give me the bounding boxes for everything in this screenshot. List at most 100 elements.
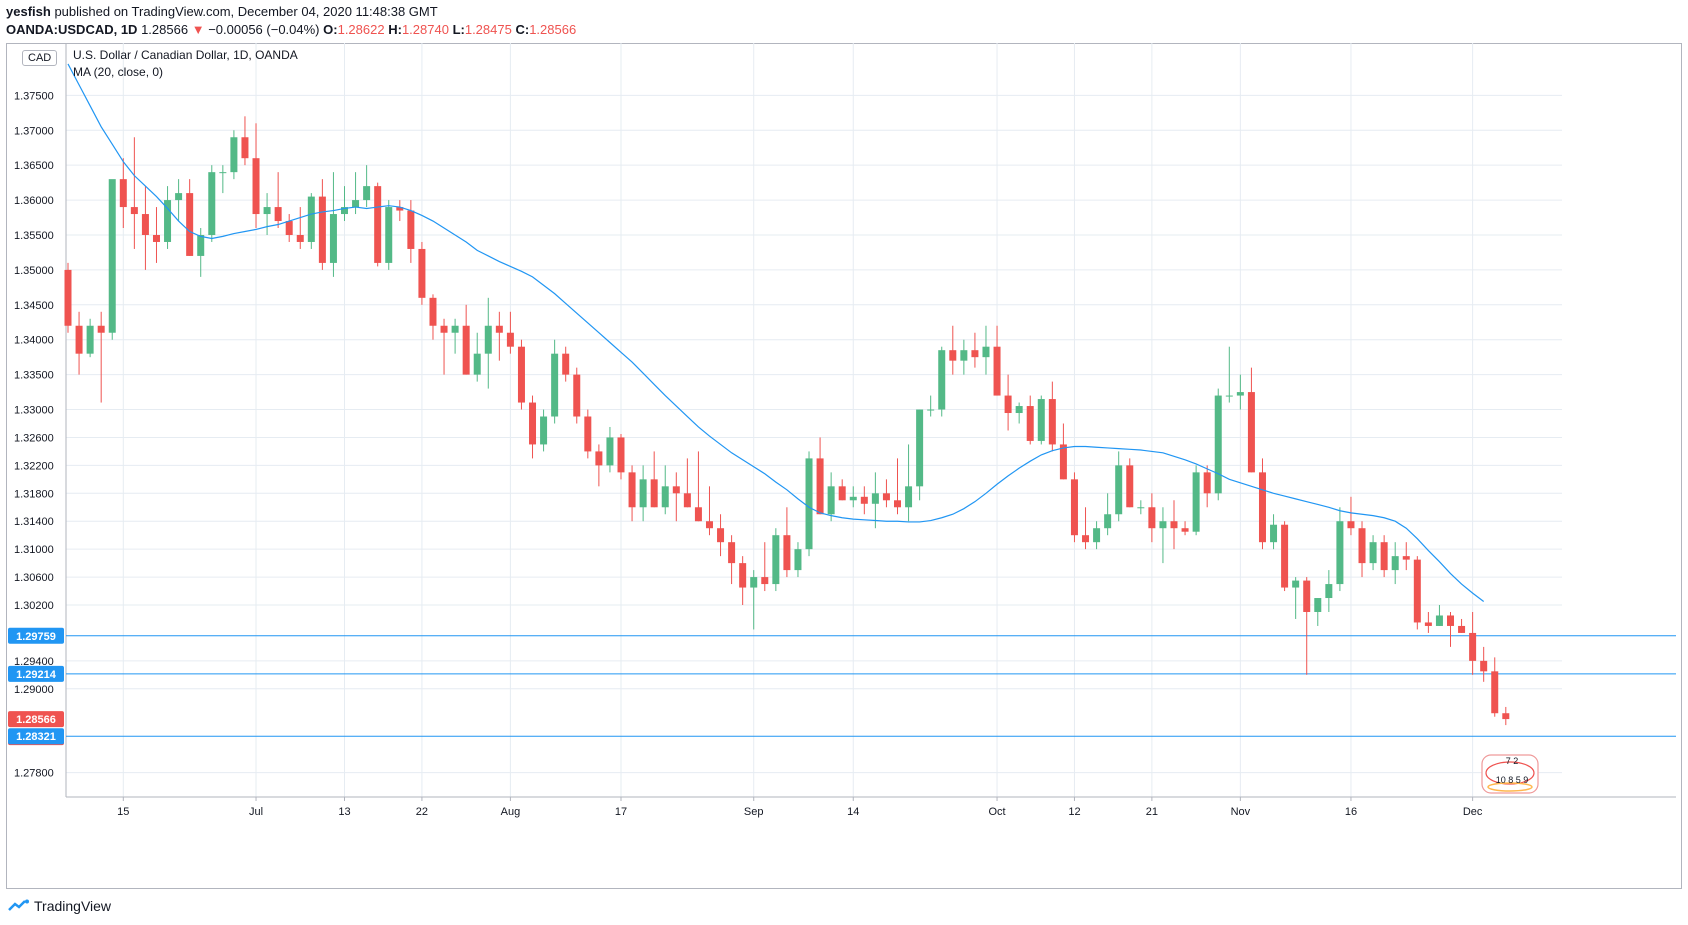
candle-body[interactable] — [97, 325, 105, 333]
candle-body[interactable] — [728, 542, 736, 564]
candle-body[interactable] — [783, 535, 791, 571]
candle-body[interactable] — [816, 458, 824, 515]
candle-body[interactable] — [495, 325, 503, 333]
candle-body[interactable] — [573, 374, 581, 417]
candle-body[interactable] — [329, 214, 337, 263]
candle-body[interactable] — [1369, 542, 1377, 564]
candle-body[interactable] — [1435, 615, 1443, 626]
candle-body[interactable] — [761, 577, 769, 585]
price-chart[interactable]: 1.27800 1.29000 1.29400 1.30200 1.30600 1.310… — [6, 43, 1682, 889]
ma-legend[interactable]: MA (20, close, 0) — [73, 65, 164, 79]
candle-body[interactable] — [1247, 392, 1255, 473]
candle-body[interactable] — [64, 269, 72, 326]
candle-body[interactable] — [75, 325, 83, 354]
candle-body[interactable] — [241, 137, 249, 159]
candle-body[interactable] — [385, 207, 393, 263]
candle-body[interactable] — [639, 479, 647, 508]
candle-body[interactable] — [529, 402, 537, 445]
candle-body[interactable] — [717, 528, 725, 543]
candle-body[interactable] — [473, 353, 481, 375]
candle-body[interactable] — [1192, 472, 1200, 532]
candle-body[interactable] — [119, 179, 127, 208]
candle-body[interactable] — [805, 458, 813, 550]
candle-body[interactable] — [1292, 580, 1300, 588]
candle-body[interactable] — [628, 472, 636, 508]
candle-body[interactable] — [1093, 528, 1101, 543]
candle-body[interactable] — [1059, 444, 1067, 480]
candle-body[interactable] — [141, 214, 149, 235]
candle-body[interactable] — [1336, 521, 1344, 585]
footer-brand[interactable]: TradingView — [8, 898, 111, 914]
candle-body[interactable] — [606, 437, 614, 466]
candle-body[interactable] — [949, 350, 957, 361]
candle-body[interactable] — [130, 207, 138, 215]
candle-body[interactable] — [1070, 479, 1078, 536]
candle-body[interactable] — [407, 210, 415, 249]
candle-body[interactable] — [517, 346, 525, 403]
candle-body[interactable] — [1214, 395, 1222, 494]
candle-body[interactable] — [694, 507, 702, 522]
candle-body[interactable] — [418, 248, 426, 298]
candle-body[interactable] — [905, 486, 913, 508]
candle-body[interactable] — [484, 325, 492, 354]
candle-body[interactable] — [451, 325, 459, 333]
candle-body[interactable] — [595, 451, 603, 466]
candle-body[interactable] — [230, 137, 238, 173]
candle-body[interactable] — [1037, 399, 1045, 441]
candle-body[interactable] — [838, 486, 846, 501]
candle-body[interactable] — [1424, 622, 1432, 626]
candle-body[interactable] — [108, 179, 116, 333]
candle-body[interactable] — [429, 297, 437, 326]
candle-body[interactable] — [1148, 507, 1156, 529]
candle-body[interactable] — [1170, 521, 1178, 529]
candle-body[interactable] — [1502, 713, 1510, 720]
candle-body[interactable] — [849, 496, 857, 501]
candle-body[interactable] — [938, 350, 946, 410]
candle-body[interactable] — [1126, 465, 1134, 508]
candle-body[interactable] — [1458, 625, 1466, 633]
candle-body[interactable] — [1480, 660, 1488, 672]
candle-body[interactable] — [1491, 671, 1499, 714]
candle-body[interactable] — [1281, 524, 1289, 588]
candle-body[interactable] — [683, 493, 691, 508]
candle-body[interactable] — [705, 521, 713, 529]
candle-body[interactable] — [1358, 528, 1366, 564]
candle-body[interactable] — [971, 350, 979, 358]
candle-body[interactable] — [352, 200, 360, 208]
candle-body[interactable] — [197, 234, 205, 256]
currency-badge[interactable]: CAD — [22, 50, 58, 66]
candle-body[interactable] — [252, 158, 260, 215]
candle-body[interactable] — [506, 332, 514, 347]
candle-body[interactable] — [462, 325, 470, 375]
candle-body[interactable] — [152, 234, 160, 242]
candle-body[interactable] — [1314, 598, 1322, 612]
candle-body[interactable] — [672, 486, 680, 494]
candle-body[interactable] — [1026, 406, 1034, 441]
candle-body[interactable] — [1115, 465, 1123, 515]
candle-body[interactable] — [307, 196, 315, 242]
candle-body[interactable] — [164, 200, 172, 242]
candle-body[interactable] — [739, 563, 747, 588]
candle-body[interactable] — [374, 186, 382, 263]
candle-body[interactable] — [916, 409, 924, 487]
candle-body[interactable] — [1181, 528, 1189, 532]
candle-body[interactable] — [318, 196, 326, 263]
candle-body[interactable] — [1203, 472, 1211, 494]
candle-body[interactable] — [750, 577, 758, 588]
candle-body[interactable] — [1447, 615, 1454, 626]
candle-body[interactable] — [1469, 632, 1477, 661]
candle-body[interactable] — [1004, 395, 1012, 414]
candle-body[interactable] — [1391, 556, 1399, 571]
candle-body[interactable] — [1413, 559, 1421, 623]
candle-body[interactable] — [363, 186, 371, 201]
candle-body[interactable] — [960, 350, 968, 361]
candle-body[interactable] — [1104, 514, 1112, 529]
candle-body[interactable] — [650, 479, 658, 508]
candle-body[interactable] — [341, 207, 348, 215]
candle-body[interactable] — [794, 549, 802, 571]
candle-body[interactable] — [1402, 556, 1410, 560]
candle-body[interactable] — [772, 535, 780, 585]
candle-body[interactable] — [827, 486, 835, 515]
candle-body[interactable] — [396, 207, 404, 211]
candle-body[interactable] — [882, 493, 890, 501]
